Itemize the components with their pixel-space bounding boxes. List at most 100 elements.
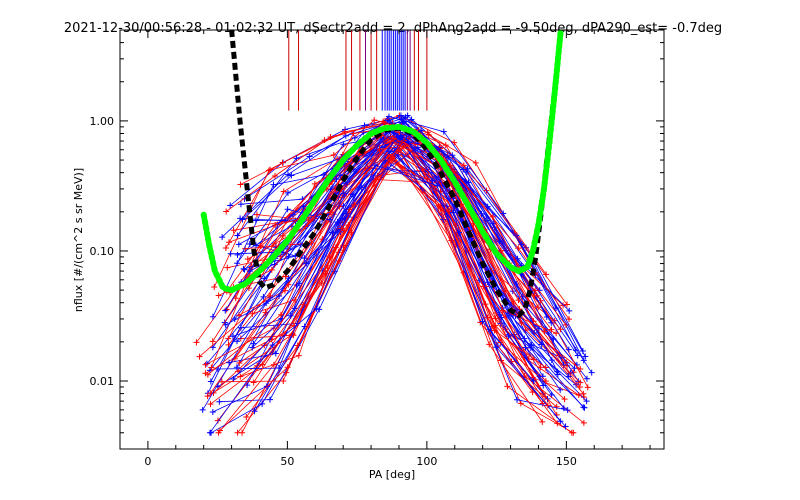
- scatter-point: [497, 247, 504, 254]
- scatter-point: [275, 365, 282, 372]
- scatter-point: [266, 396, 273, 403]
- scatter-point: [233, 364, 240, 371]
- scatter-point: [229, 333, 236, 340]
- scatter-point: [270, 181, 277, 188]
- scatter-point: [376, 146, 383, 153]
- y-axis-label: nflux [#/(cm^2 s sr MeV)]: [72, 168, 85, 312]
- scatter-point: [492, 315, 499, 322]
- scatter-point: [305, 216, 312, 223]
- scatter-point: [234, 251, 241, 258]
- scatter-point: [196, 353, 203, 360]
- scatter-point: [281, 287, 288, 294]
- scatter-point: [577, 365, 584, 372]
- scatter-point: [542, 364, 549, 371]
- scatter-point: [207, 378, 214, 385]
- scatter-point: [336, 257, 343, 264]
- scatter-point: [480, 283, 487, 290]
- scatter-point: [358, 184, 365, 191]
- scatter-point: [529, 389, 536, 396]
- scatter-point: [502, 326, 509, 333]
- scatter-point: [380, 118, 387, 125]
- scatter-point: [493, 344, 500, 351]
- scatter-point: [330, 152, 337, 159]
- scatter-point: [465, 179, 472, 186]
- scatter-point: [233, 338, 240, 345]
- scatter-point: [504, 383, 511, 390]
- scatter-point: [472, 159, 479, 166]
- scatter-point: [254, 362, 261, 369]
- scatter-point: [445, 208, 452, 215]
- scatter-point: [491, 327, 498, 334]
- scatter-point: [577, 379, 584, 386]
- scatter-point: [516, 306, 523, 313]
- scatter-point: [250, 340, 257, 347]
- scatter-point: [566, 316, 573, 323]
- scatter-point: [580, 394, 587, 401]
- scatter-point: [301, 255, 308, 262]
- scatter-point: [557, 418, 564, 425]
- scatter-point: [561, 396, 568, 403]
- scatter-point: [522, 344, 529, 351]
- scatter-point: [284, 171, 291, 178]
- scatter-point: [554, 371, 561, 378]
- scatter-point: [489, 213, 496, 220]
- scatter-point: [300, 203, 307, 210]
- scatter-point: [580, 419, 587, 426]
- scatter-point: [350, 130, 357, 137]
- scatter-point: [532, 287, 539, 294]
- scatter-point: [284, 189, 291, 196]
- scatter-point: [540, 382, 547, 389]
- scatter-point: [216, 398, 223, 405]
- y-axis: 0.01 0.10 1.00: [90, 29, 664, 450]
- scatter-point: [434, 182, 441, 189]
- scatter-point: [249, 344, 256, 351]
- scatter-point: [565, 373, 572, 380]
- scatter-point: [230, 376, 237, 383]
- scatter-point: [215, 292, 222, 299]
- x-axis-label: PA [deg]: [369, 468, 415, 481]
- scatter-point: [566, 307, 573, 314]
- scatter-point: [222, 307, 229, 314]
- scatter-point: [300, 301, 307, 308]
- scatter-point: [237, 335, 244, 342]
- scatter-point: [530, 378, 537, 385]
- scatter-point: [517, 400, 524, 407]
- scatter-point: [214, 417, 221, 424]
- scatter-point: [535, 304, 542, 311]
- scatter-point: [204, 371, 211, 378]
- scatter-point: [288, 172, 295, 179]
- scatter-point: [486, 341, 493, 348]
- scatter-point: [544, 402, 551, 409]
- scatter-point: [583, 375, 590, 382]
- scatter-point: [218, 378, 225, 385]
- scatter-point: [272, 172, 279, 179]
- scatter-point: [418, 127, 425, 134]
- scatter-point: [351, 201, 358, 208]
- scatter-point: [285, 281, 292, 288]
- scatter-point: [232, 295, 239, 302]
- scatter-point: [583, 398, 590, 405]
- scatter-point: [565, 346, 572, 353]
- x-tick-label: 0: [144, 455, 151, 468]
- scatter-point: [270, 361, 277, 368]
- scatter-point: [209, 338, 216, 345]
- scatter-point: [223, 306, 230, 313]
- scatter-point: [272, 350, 279, 357]
- scatter-point: [253, 211, 260, 218]
- scatter-point: [295, 352, 302, 359]
- scatter-point: [553, 403, 560, 410]
- scatter-point: [222, 321, 229, 328]
- scatter-point: [499, 307, 506, 314]
- scatter-point: [450, 209, 457, 216]
- scatter-point: [557, 386, 564, 393]
- scatter-point: [202, 361, 209, 368]
- scatter-point: [285, 253, 292, 260]
- scatter-point: [265, 167, 272, 174]
- scatter-point: [288, 223, 295, 230]
- scatter-point: [571, 365, 578, 372]
- scatter-point: [557, 326, 564, 333]
- scatter-point: [562, 423, 569, 430]
- scatter-point: [268, 266, 275, 273]
- y-tick-label: 0.01: [90, 375, 115, 388]
